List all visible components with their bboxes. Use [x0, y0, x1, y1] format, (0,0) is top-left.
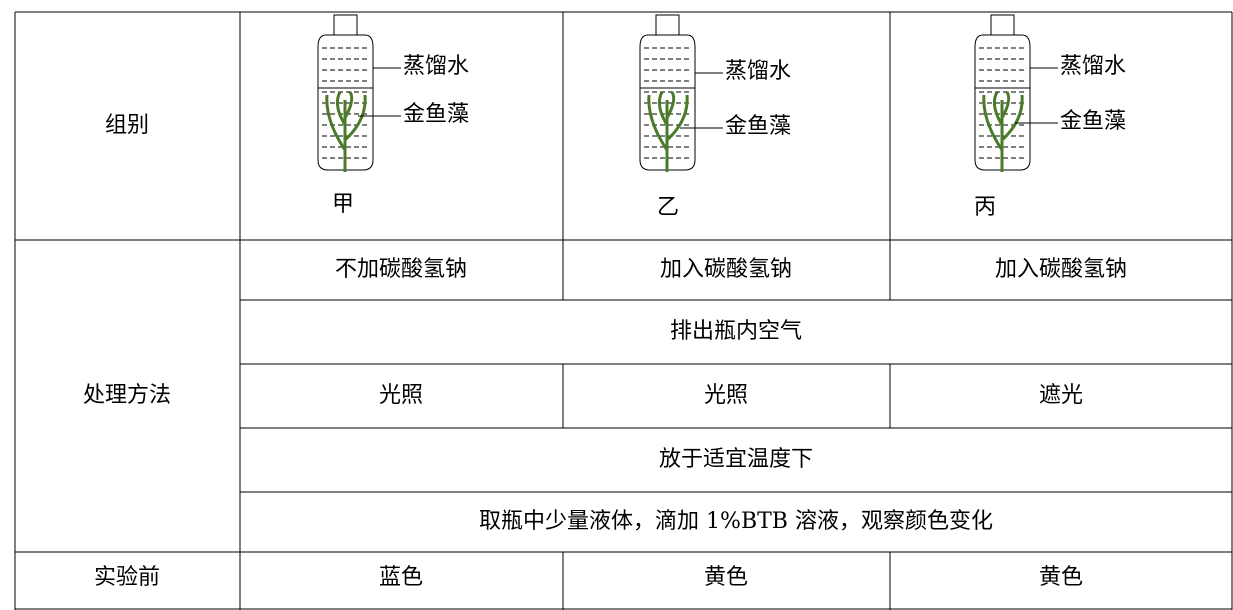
bottle-cap — [333, 14, 358, 36]
cell-text: 丙 — [974, 195, 996, 220]
cell-text: 甲 — [332, 192, 354, 217]
cell-text: 金鱼藻 — [1060, 109, 1126, 134]
cell-text: 光照 — [704, 383, 748, 408]
plant — [647, 91, 689, 172]
cell-text: 遮光 — [1039, 383, 1083, 408]
cell-text: 黄色 — [704, 565, 748, 590]
cell-text: 乙 — [657, 195, 679, 220]
cell-text: 蓝色 — [379, 565, 423, 590]
cell-text: 蒸馏水 — [403, 54, 469, 79]
cell-text: 不加碳酸氢钠 — [335, 257, 467, 282]
cell-text: 金鱼藻 — [403, 102, 469, 127]
cell-text: 黄色 — [1039, 565, 1083, 590]
bottle-cap — [990, 14, 1015, 36]
cell-text: 取瓶中少量液体，滴加 1%BTB 溶液，观察颜色变化 — [479, 509, 993, 534]
plant — [982, 91, 1024, 172]
bottle-cap — [655, 14, 680, 36]
cell-text: 光照 — [379, 383, 423, 408]
cell-text: 加入碳酸氢钠 — [995, 257, 1127, 282]
cell-text: 放于适宜温度下 — [659, 447, 813, 472]
cell-text: 组别 — [105, 113, 149, 138]
plant — [325, 91, 367, 172]
cell-text: 加入碳酸氢钠 — [660, 257, 792, 282]
cell-text: 蒸馏水 — [725, 59, 791, 84]
cell-text: 蒸馏水 — [1060, 54, 1126, 79]
cell-text: 实验前 — [94, 565, 160, 590]
cell-text: 排出瓶内空气 — [670, 319, 802, 344]
cell-text: 金鱼藻 — [725, 114, 791, 139]
cell-text: 处理方法 — [83, 383, 171, 408]
